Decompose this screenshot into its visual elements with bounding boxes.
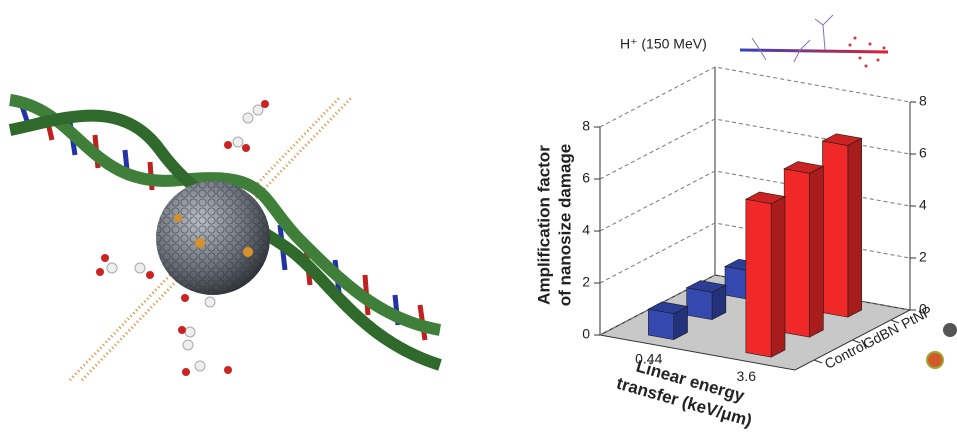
grid-line bbox=[600, 119, 910, 179]
beam-label: H⁺ (150 MeV) bbox=[620, 36, 707, 52]
grid-line bbox=[600, 67, 910, 127]
x-tick-label: 3.6 bbox=[737, 368, 757, 384]
z-tick-label: PtNP bbox=[898, 302, 934, 331]
illustration bbox=[10, 97, 440, 380]
bar-front bbox=[823, 141, 848, 317]
y2-tick-label: 2 bbox=[919, 249, 927, 265]
x-tick-label: 0.44 bbox=[635, 350, 662, 366]
y-axis-label: Amplification factor bbox=[534, 145, 553, 305]
bar-front bbox=[687, 288, 712, 320]
bar-side bbox=[771, 197, 785, 358]
y2-tick-label: 4 bbox=[919, 197, 927, 213]
y-tick-label: 8 bbox=[582, 118, 590, 134]
z-tick bbox=[814, 360, 822, 363]
figure: H⁺ (150 MeV) Amplification factor of nan… bbox=[0, 0, 957, 440]
bar-front bbox=[648, 309, 673, 340]
y-tick-label: 0 bbox=[582, 326, 590, 342]
site bbox=[243, 247, 253, 257]
gdbn-icon bbox=[927, 352, 943, 368]
y-tick-label: 2 bbox=[582, 274, 590, 290]
beam-track bbox=[740, 15, 888, 68]
bar-side bbox=[848, 138, 862, 317]
bar-front bbox=[746, 199, 771, 357]
y-tick-label: 4 bbox=[582, 222, 590, 238]
nanoparticle-atoms bbox=[156, 181, 270, 295]
y-tick-label: 6 bbox=[582, 170, 590, 186]
y-axis-label: of nanosize damage bbox=[555, 144, 574, 306]
site bbox=[195, 238, 205, 248]
bar-side bbox=[810, 166, 824, 337]
bar-front bbox=[784, 169, 809, 337]
ptnp-icon bbox=[943, 323, 957, 337]
y2-tick-label: 8 bbox=[919, 93, 927, 109]
site bbox=[174, 214, 182, 222]
y2-tick-label: 6 bbox=[919, 145, 927, 161]
